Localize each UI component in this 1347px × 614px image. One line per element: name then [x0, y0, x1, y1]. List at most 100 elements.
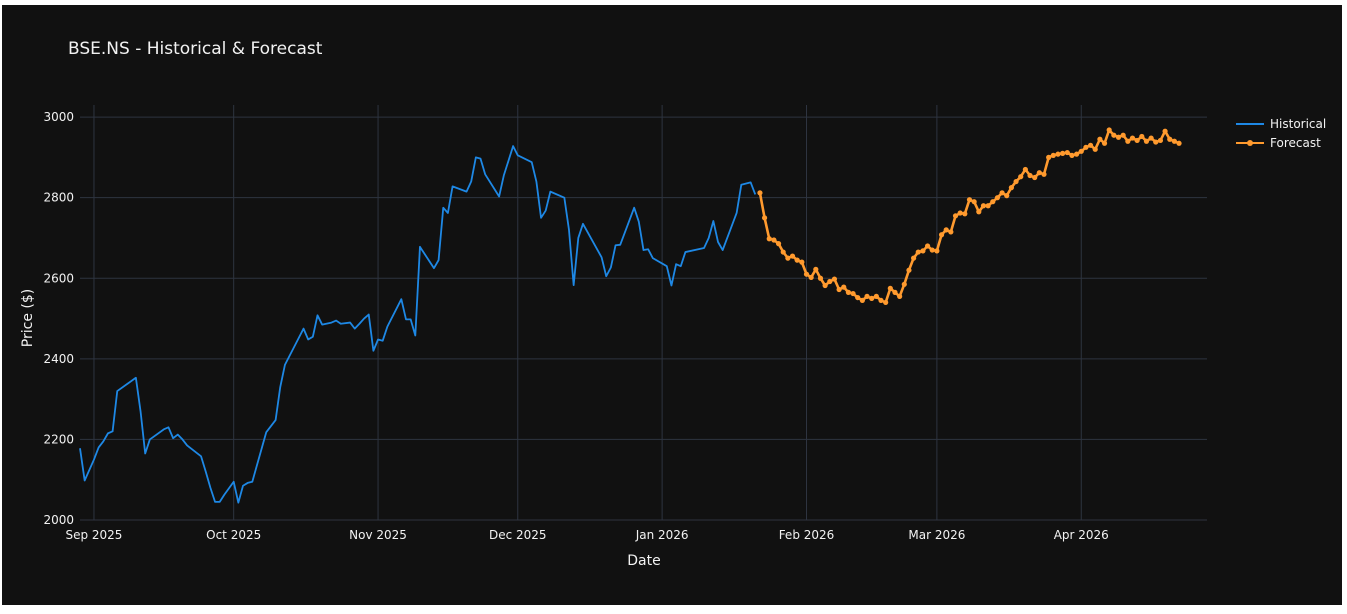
x-tick-label: Mar 2026 [908, 528, 965, 542]
data-point[interactable] [966, 197, 973, 203]
data-point[interactable] [785, 255, 791, 261]
data-point[interactable] [1167, 136, 1173, 142]
data-point[interactable] [1134, 137, 1140, 144]
data-point[interactable] [976, 209, 982, 215]
data-point[interactable] [757, 190, 763, 196]
data-point[interactable] [1013, 178, 1019, 185]
data-point[interactable] [1032, 174, 1038, 181]
data-point[interactable] [761, 215, 768, 221]
data-point[interactable] [864, 293, 870, 299]
data-point[interactable] [873, 293, 879, 299]
data-point[interactable] [1111, 132, 1117, 138]
data-point[interactable] [924, 243, 931, 249]
data-point[interactable] [934, 248, 940, 254]
data-point[interactable] [1157, 137, 1164, 144]
data-point[interactable] [985, 203, 991, 209]
data-point[interactable] [938, 232, 945, 238]
data-point[interactable] [915, 249, 921, 255]
data-point[interactable] [887, 285, 893, 291]
data-point[interactable] [906, 267, 912, 273]
data-point[interactable] [1153, 139, 1159, 145]
data-point[interactable] [850, 290, 856, 297]
data-point[interactable] [971, 199, 977, 205]
series-layer [79, 127, 1182, 504]
legend-item-forecast[interactable]: Forecast [1236, 136, 1321, 150]
legend[interactable]: Historical Forecast [1236, 117, 1326, 150]
data-point[interactable] [990, 199, 996, 205]
data-point[interactable] [845, 289, 852, 295]
data-point[interactable] [920, 248, 926, 254]
data-point[interactable] [1097, 136, 1103, 142]
data-point[interactable] [1171, 138, 1177, 144]
data-point[interactable] [1129, 135, 1136, 141]
data-point[interactable] [1083, 144, 1089, 150]
data-point[interactable] [1050, 152, 1056, 158]
data-point[interactable] [808, 274, 814, 281]
data-point[interactable] [892, 289, 898, 295]
data-point[interactable] [1074, 151, 1080, 157]
data-point[interactable] [1036, 170, 1042, 176]
data-point[interactable] [948, 229, 954, 235]
data-point[interactable] [1148, 135, 1154, 141]
legend-item-historical[interactable]: Historical [1236, 117, 1326, 131]
data-point[interactable] [1027, 172, 1033, 179]
data-point[interactable] [841, 284, 847, 290]
data-point[interactable] [789, 253, 796, 259]
data-point[interactable] [980, 203, 987, 209]
legend-label: Forecast [1270, 136, 1321, 150]
data-point[interactable] [1060, 150, 1066, 156]
data-point[interactable] [883, 299, 889, 306]
data-point[interactable] [831, 276, 838, 282]
y-tick-label: 2200 [43, 432, 74, 446]
data-point[interactable] [952, 213, 959, 219]
data-point[interactable] [911, 255, 917, 261]
data-point[interactable] [803, 271, 810, 277]
data-point[interactable] [957, 210, 963, 216]
data-point[interactable] [1041, 171, 1047, 177]
data-point[interactable] [822, 282, 828, 289]
data-point[interactable] [1078, 148, 1084, 154]
data-point[interactable] [1069, 152, 1075, 158]
data-point[interactable] [878, 297, 884, 304]
data-point[interactable] [1018, 174, 1024, 180]
data-point[interactable] [1055, 151, 1061, 157]
data-point[interactable] [1125, 138, 1131, 144]
data-point[interactable] [1106, 127, 1112, 133]
data-point[interactable] [766, 236, 772, 242]
data-point[interactable] [799, 259, 805, 265]
data-point[interactable] [780, 249, 786, 255]
data-point[interactable] [869, 295, 875, 301]
data-point[interactable] [1087, 142, 1094, 148]
data-point[interactable] [1046, 154, 1052, 160]
data-point[interactable] [999, 190, 1005, 196]
data-point[interactable] [1022, 166, 1028, 173]
data-point[interactable] [1143, 138, 1150, 144]
data-point[interactable] [994, 195, 1001, 201]
data-point[interactable] [1008, 185, 1015, 191]
data-point[interactable] [1092, 146, 1098, 152]
data-point[interactable] [962, 211, 968, 217]
data-point[interactable] [859, 297, 865, 304]
data-point[interactable] [817, 275, 824, 281]
data-point[interactable] [929, 247, 935, 253]
data-point[interactable] [836, 286, 842, 293]
data-point[interactable] [901, 281, 907, 287]
data-point[interactable] [897, 293, 903, 299]
data-point[interactable] [1101, 140, 1108, 146]
data-point[interactable] [1120, 132, 1126, 138]
data-point[interactable] [771, 237, 777, 243]
data-point[interactable] [1139, 133, 1145, 140]
data-point[interactable] [1115, 134, 1122, 140]
data-point[interactable] [827, 278, 833, 285]
data-point[interactable] [1176, 140, 1182, 146]
data-point[interactable] [1064, 149, 1070, 156]
data-point[interactable] [794, 257, 800, 263]
data-point[interactable] [943, 227, 949, 233]
data-point[interactable] [1004, 193, 1010, 199]
x-tick-label: Dec 2025 [489, 528, 547, 542]
series-line-historical [79, 145, 757, 504]
data-point[interactable] [1162, 128, 1168, 134]
data-point[interactable] [775, 241, 782, 247]
data-point[interactable] [813, 266, 819, 272]
data-point[interactable] [855, 294, 861, 301]
